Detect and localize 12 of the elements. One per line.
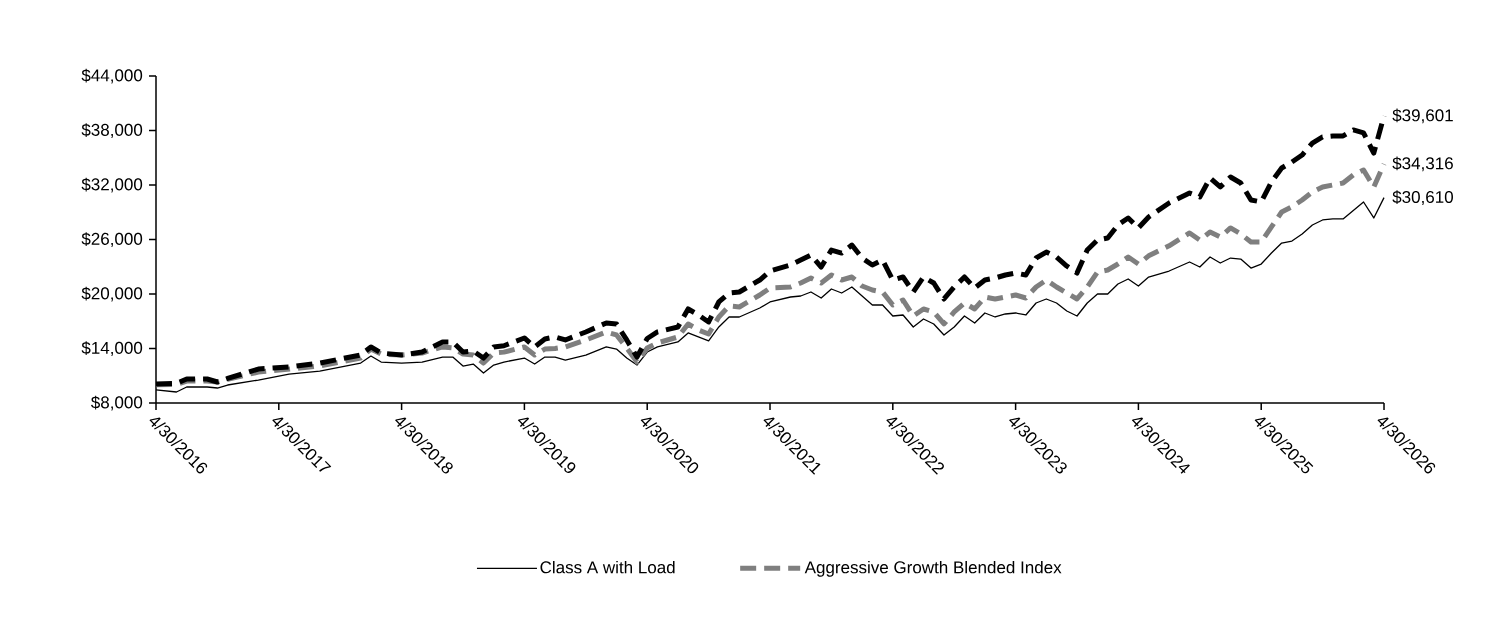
legend-label: Aggressive Growth Blended Index <box>804 560 1062 577</box>
y-tick-label: $32,000 <box>81 177 143 193</box>
annotation: $34,316 <box>1392 156 1453 172</box>
annotation: $39,601 <box>1392 108 1453 124</box>
y-tick-label: $26,000 <box>81 232 143 247</box>
y-tick-label: $14,000 <box>81 341 143 356</box>
annotation: $30,610 <box>1392 190 1453 205</box>
y-tick-label: $38,000 <box>81 123 143 138</box>
legend-label: Class A with Load <box>540 560 675 574</box>
y-tick-label: $44,000 <box>81 68 143 84</box>
y-tick-label: $20,000 <box>81 286 143 302</box>
y-tick-label: $8,000 <box>91 395 143 411</box>
